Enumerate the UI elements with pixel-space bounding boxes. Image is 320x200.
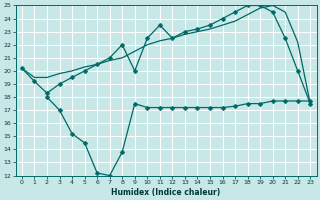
X-axis label: Humidex (Indice chaleur): Humidex (Indice chaleur) (111, 188, 221, 197)
